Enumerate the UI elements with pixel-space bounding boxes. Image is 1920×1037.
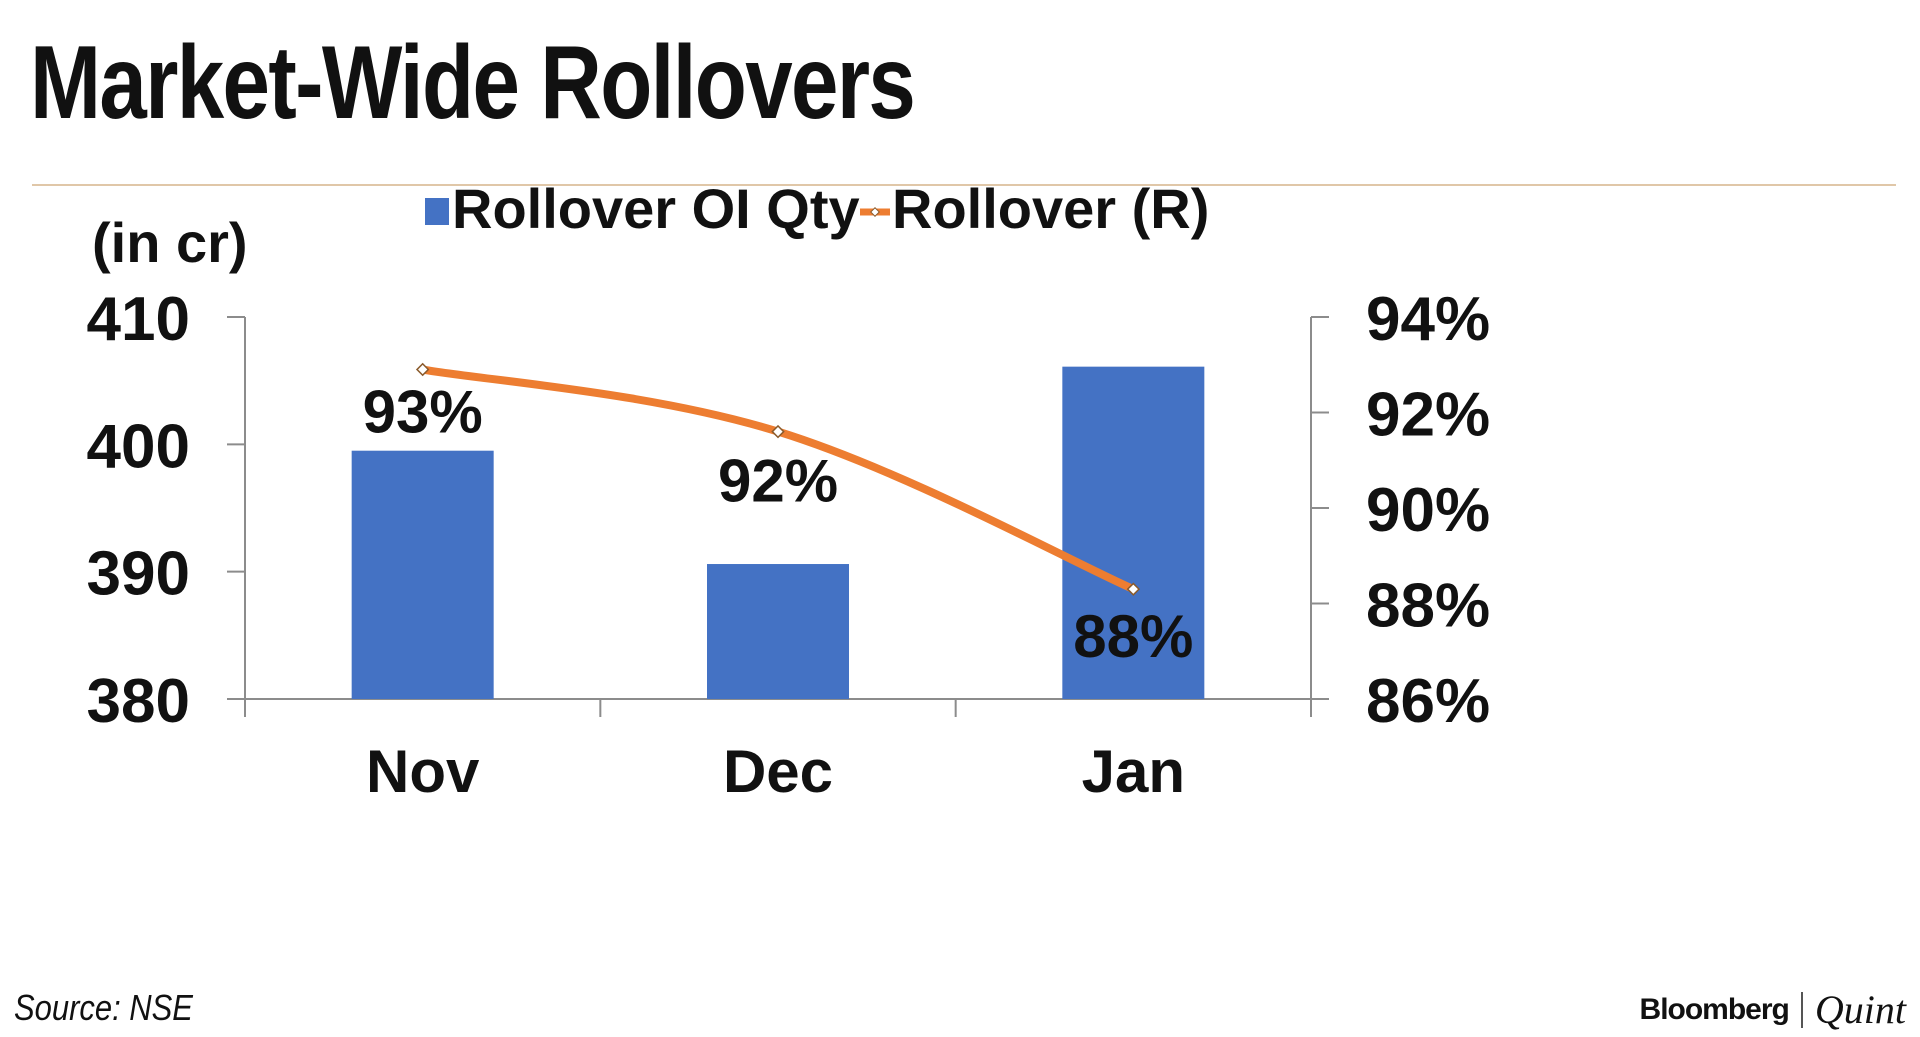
rollover-marker (1126, 582, 1141, 596)
brand-quint: Quint (1814, 987, 1906, 1032)
left-tick-label: 410 (87, 285, 190, 354)
x-tick-label: Nov (366, 738, 480, 805)
bar (707, 564, 849, 699)
legend-swatch-marker (870, 207, 880, 217)
y-unit-label: (in cr) (92, 211, 248, 274)
bar (351, 450, 494, 699)
brand-logo: Bloomberg Quint (1640, 986, 1906, 1033)
bar (1062, 366, 1205, 699)
legend-label-bar: Rollover OI Qty (452, 177, 860, 240)
legend-label-line: Rollover (R) (892, 177, 1209, 240)
right-tick-label: 94% (1366, 285, 1490, 354)
x-tick-label: Dec (723, 738, 833, 805)
x-tick-label: Jan (1082, 738, 1185, 805)
brand-bloomberg: Bloomberg (1639, 992, 1790, 1026)
rollover-marker (771, 424, 785, 439)
rollover-data-label: 92% (718, 448, 838, 515)
brand-separator (1800, 991, 1803, 1028)
rollover-data-label: 88% (1073, 603, 1193, 670)
right-tick-label: 92% (1366, 381, 1490, 450)
chart-title: Market-Wide Rollovers (30, 25, 916, 141)
source-note: Source: NSE (14, 987, 193, 1028)
left-tick-label: 400 (87, 412, 190, 481)
rollover-data-label: 93% (363, 379, 483, 446)
right-tick-label: 90% (1366, 476, 1490, 545)
left-tick-label: 390 (87, 540, 190, 609)
legend-swatch-bar (425, 198, 449, 225)
right-tick-label: 86% (1366, 667, 1490, 736)
right-tick-label: 88% (1366, 572, 1490, 641)
rollover-marker (415, 362, 430, 377)
left-tick-label: 380 (87, 667, 190, 736)
title-divider (32, 184, 1896, 186)
